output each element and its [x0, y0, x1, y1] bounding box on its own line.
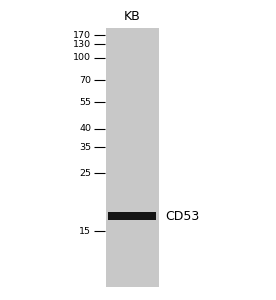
Text: 15: 15 — [79, 226, 91, 236]
Text: 35: 35 — [79, 142, 91, 152]
Bar — [106, 28, 159, 286]
Bar — [108, 212, 156, 220]
Text: KB: KB — [124, 10, 141, 23]
Text: CD53: CD53 — [166, 209, 200, 223]
Text: 25: 25 — [79, 169, 91, 178]
Text: 100: 100 — [73, 53, 91, 62]
Text: 55: 55 — [79, 98, 91, 106]
Text: 40: 40 — [79, 124, 91, 134]
Text: 170: 170 — [73, 31, 91, 40]
Text: 70: 70 — [79, 76, 91, 85]
Text: 130: 130 — [73, 40, 91, 49]
